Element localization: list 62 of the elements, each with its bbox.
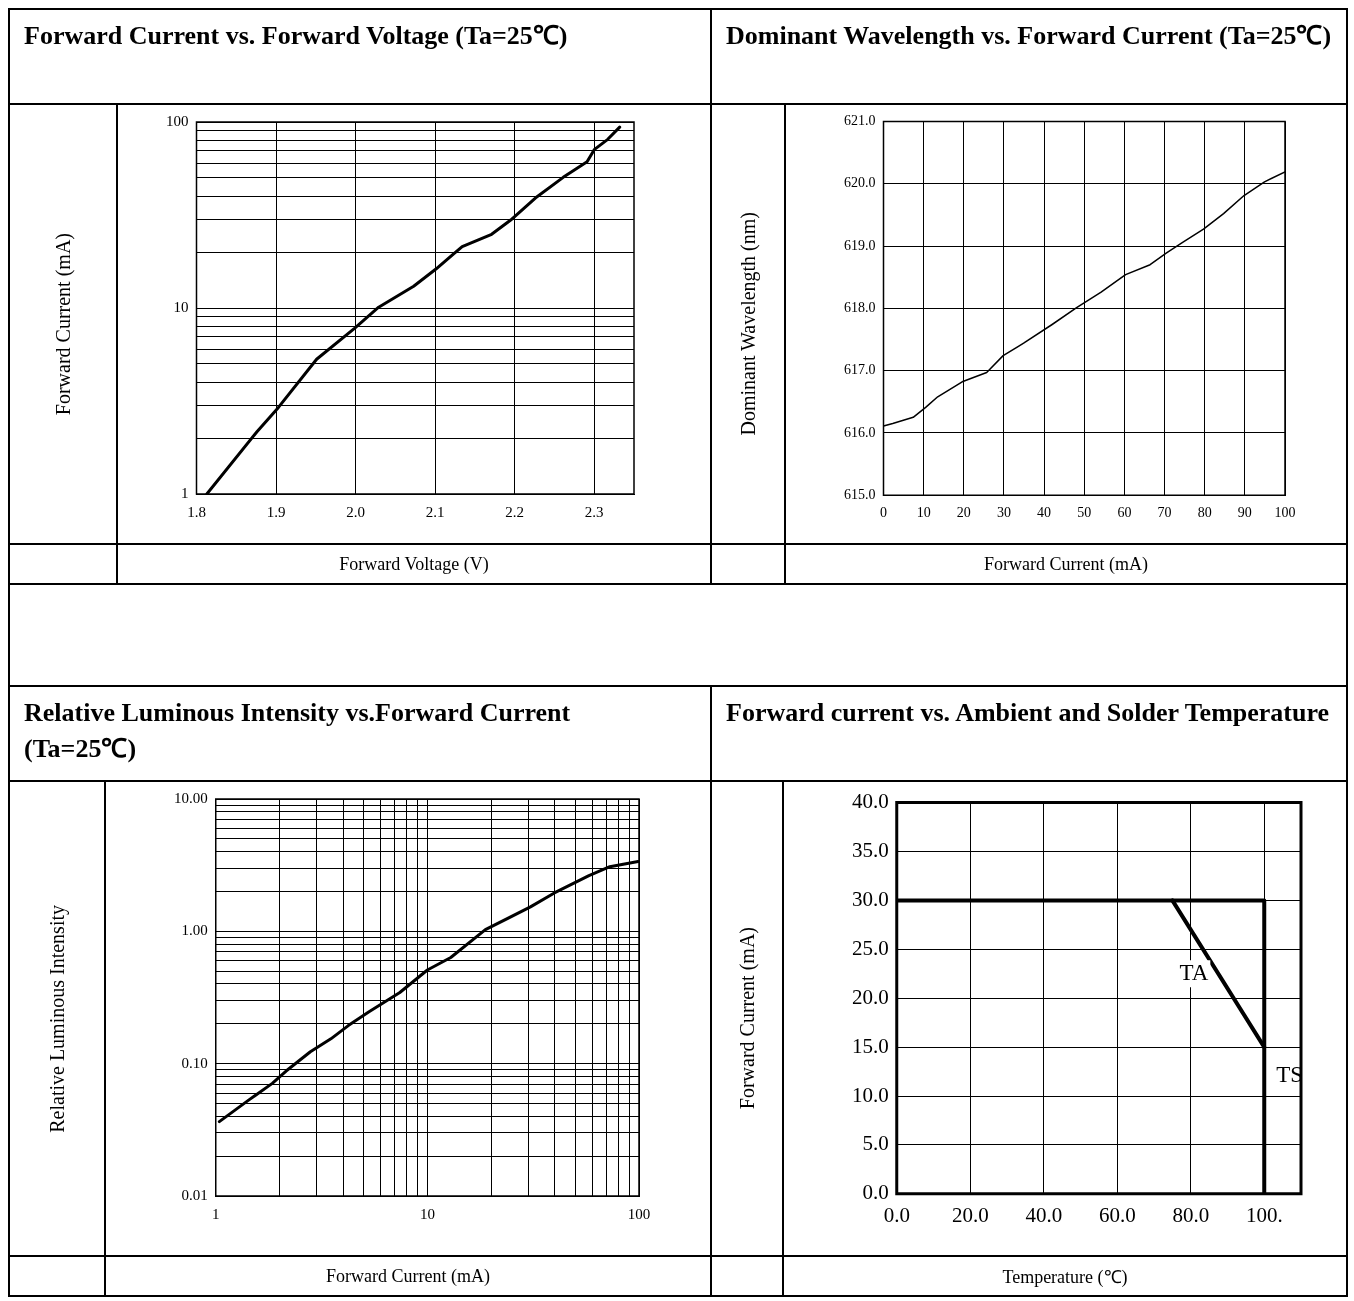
x-tick-label: 30 bbox=[996, 505, 1011, 521]
y-tick-label: 100 bbox=[166, 112, 189, 129]
x-tick-label: 100 bbox=[627, 1205, 651, 1222]
x-tick-label: 20.0 bbox=[951, 1202, 989, 1227]
y-axis-title: Dominant Wavelength (nm) bbox=[736, 212, 760, 436]
y-axis-title: Relative Luminous Intensity bbox=[45, 904, 69, 1133]
y-tick-label: 0.01 bbox=[181, 1186, 208, 1203]
chart-title: Forward Current vs. Forward Voltage (Ta=25℃) bbox=[24, 20, 569, 52]
series-label: TA bbox=[1179, 959, 1209, 985]
y-tick-label: 30.0 bbox=[852, 886, 889, 911]
y-tick-label: 618.0 bbox=[844, 299, 876, 315]
x-tick-label: 1 bbox=[212, 1205, 220, 1222]
y-tick-label: 0.0 bbox=[862, 1180, 889, 1205]
x-tick-label: 70 bbox=[1157, 505, 1172, 521]
y-tick-label: 10.00 bbox=[174, 789, 208, 806]
x-tick-label: 2.3 bbox=[584, 503, 604, 520]
y-tick-label: 617.0 bbox=[844, 362, 876, 378]
x-tick-label: 100 bbox=[1274, 505, 1296, 521]
x-tick-label: 2.1 bbox=[425, 503, 445, 520]
y-tick-label: 25.0 bbox=[852, 935, 889, 960]
x-axis-title: Forward Current (mA) bbox=[106, 1257, 712, 1297]
y-axis-title: Forward Current (mA) bbox=[735, 927, 759, 1110]
x-tick-label: 40 bbox=[1037, 505, 1052, 521]
x-tick-label: 10 bbox=[916, 505, 931, 521]
y-tick-label: 615.0 bbox=[844, 486, 876, 502]
y-tick-label: 5.0 bbox=[862, 1131, 889, 1156]
x-axis-title: Forward Voltage (V) bbox=[118, 545, 712, 585]
x-tick-label: 60.0 bbox=[1098, 1202, 1136, 1227]
x-tick-label: 2.0 bbox=[346, 503, 365, 520]
chart-title: Forward current vs. Ambient and Solder Temperature bbox=[726, 697, 1331, 729]
y-tick-label: 35.0 bbox=[852, 838, 889, 863]
x-tick-label: 2.2 bbox=[505, 503, 525, 520]
x-tick-label: 40.0 bbox=[1025, 1202, 1063, 1227]
x-axis-title: Temperature (℃) bbox=[784, 1257, 1348, 1297]
x-tick-label: 10 bbox=[419, 1205, 435, 1222]
x-tick-label: 50 bbox=[1077, 505, 1092, 521]
y-tick-label: 1 bbox=[181, 484, 189, 501]
x-tick-label: 0.0 bbox=[883, 1202, 910, 1227]
x-axis-title: Forward Current (mA) bbox=[786, 545, 1348, 585]
y-tick-label: 621.0 bbox=[844, 113, 876, 129]
y-tick-label: 1.00 bbox=[181, 922, 208, 939]
x-tick-label: 1.9 bbox=[266, 503, 286, 520]
chart-title: Dominant Wavelength vs. Forward Current (Ta=25℃) bbox=[726, 20, 1333, 52]
x-tick-label: 80.0 bbox=[1172, 1202, 1210, 1227]
x-tick-label: 20 bbox=[956, 505, 971, 521]
y-tick-label: 15.0 bbox=[852, 1033, 889, 1058]
y-tick-label: 620.0 bbox=[844, 175, 876, 191]
y-tick-label: 619.0 bbox=[844, 237, 876, 253]
x-tick-label: 100. bbox=[1245, 1202, 1283, 1227]
y-tick-label: 40.0 bbox=[852, 789, 889, 814]
chart-title: Relative Luminous Intensity vs.Forward Current (Ta=25℃) bbox=[24, 697, 572, 765]
y-tick-label: 10.0 bbox=[852, 1082, 889, 1107]
y-tick-label: 20.0 bbox=[852, 984, 889, 1009]
y-tick-label: 616.0 bbox=[844, 424, 876, 440]
y-axis-title: Forward Current (mA) bbox=[51, 232, 75, 416]
x-tick-label: 1.8 bbox=[187, 503, 206, 520]
x-tick-label: 60 bbox=[1117, 505, 1132, 521]
x-tick-label: 80 bbox=[1197, 505, 1212, 521]
y-tick-label: 0.10 bbox=[181, 1054, 208, 1071]
y-tick-label: 10 bbox=[173, 298, 189, 315]
x-tick-label: 90 bbox=[1237, 505, 1252, 521]
x-tick-label: 0 bbox=[880, 505, 887, 521]
